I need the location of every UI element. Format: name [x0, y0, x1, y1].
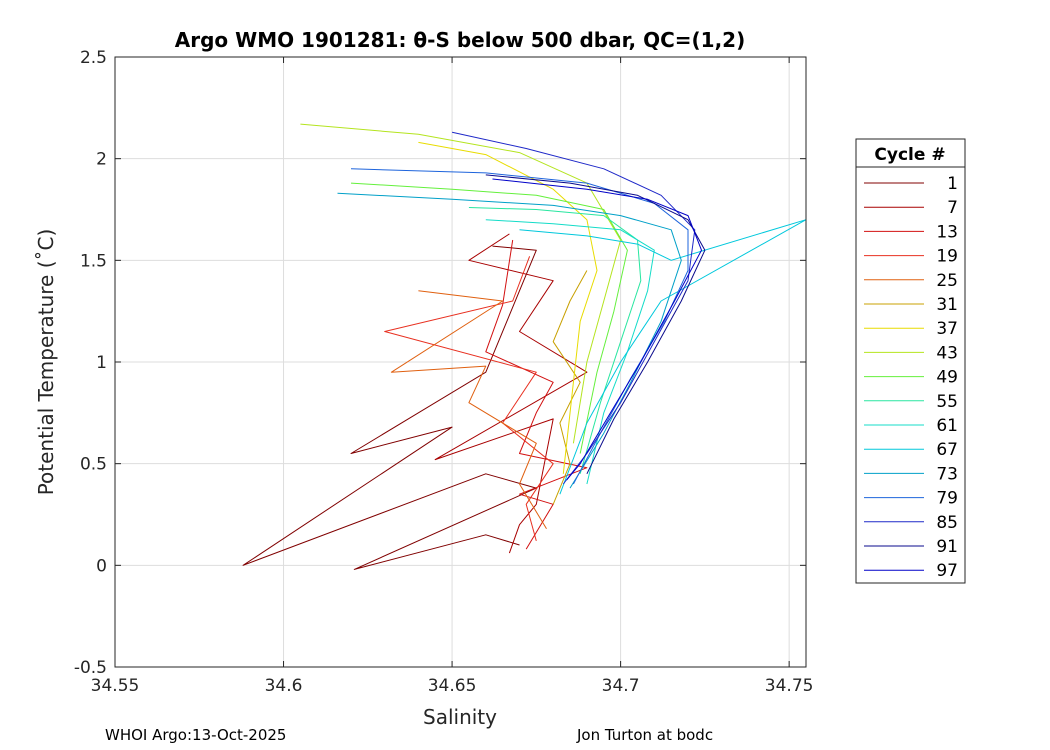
- legend-label: 97: [936, 561, 958, 581]
- y-tick-label: 0.5: [80, 455, 107, 475]
- legend-label: 67: [936, 440, 958, 460]
- y-tick-label: 1.5: [80, 251, 107, 271]
- legend-label: 49: [936, 368, 958, 388]
- legend-label: 25: [936, 271, 958, 291]
- series-line-cycle-31: [552, 270, 588, 505]
- y-tick-label: 0: [96, 556, 107, 576]
- series-line-cycle-19: [384, 256, 554, 542]
- legend-label: 79: [936, 489, 958, 509]
- legend-label: 61: [936, 416, 958, 436]
- footer-date: WHOI Argo:13-Oct-2025: [105, 726, 287, 744]
- legend-box: [855, 138, 966, 584]
- series-line-cycle-37: [418, 141, 598, 474]
- series-layer: [242, 123, 807, 570]
- x-tick-label: 34.75: [765, 676, 814, 696]
- legend-label: 85: [936, 513, 958, 533]
- series-line-cycle-49: [350, 182, 628, 454]
- x-axis-label: Salinity: [423, 705, 497, 729]
- series-line-cycle-97: [492, 178, 702, 481]
- legend-label: 91: [936, 537, 958, 557]
- y-axis-label: Potential Temperature (˚C): [34, 229, 58, 496]
- legend-entries: 1 7 13 19 25 31 37 43 49 55 61 67 73 79 85 91 97: [864, 174, 958, 581]
- series-line-cycle-61: [485, 219, 655, 485]
- axis-ticks: 34.55 34.6 34.65 34.7 34.75 -0.5 0 0.5 1 1.5 2 2.5: [74, 48, 814, 696]
- series-line-cycle-1: [242, 245, 537, 570]
- x-tick-label: 34.65: [428, 676, 477, 696]
- y-tick-label: -0.5: [74, 658, 107, 678]
- chart-title: Argo WMO 1901281: θ-S below 500 dbar, QC…: [175, 28, 745, 52]
- series-line-cycle-91: [485, 174, 706, 475]
- legend: Cycle # 1 7 13 19 25 31 37 43 49 55 61 67 73 79 85 91 97: [855, 138, 966, 584]
- legend-label: 43: [936, 343, 958, 363]
- series-line-cycle-79: [350, 168, 689, 485]
- legend-title: Cycle #: [874, 145, 945, 165]
- y-tick-label: 1: [96, 353, 107, 373]
- series-line-cycle-13: [485, 239, 588, 550]
- series-line-cycle-25: [390, 290, 547, 529]
- x-tick-label: 34.55: [91, 676, 140, 696]
- legend-label: 37: [936, 319, 958, 339]
- legend-label: 1: [947, 174, 958, 194]
- legend-label: 73: [936, 464, 958, 484]
- footer-credit: Jon Turton at bodc: [577, 726, 714, 744]
- series-line-cycle-85: [451, 131, 696, 485]
- legend-label: 31: [936, 295, 958, 315]
- x-tick-label: 34.6: [265, 676, 303, 696]
- series-line-cycle-43: [300, 123, 622, 444]
- legend-label: 7: [947, 198, 958, 218]
- legend-label: 55: [936, 392, 958, 412]
- series-line-cycle-7: [434, 233, 588, 554]
- y-tick-label: 2.5: [80, 48, 107, 68]
- legend-label: 13: [936, 222, 958, 242]
- x-tick-label: 34.7: [602, 676, 640, 696]
- legend-label: 19: [936, 247, 958, 267]
- y-tick-label: 2: [96, 150, 107, 170]
